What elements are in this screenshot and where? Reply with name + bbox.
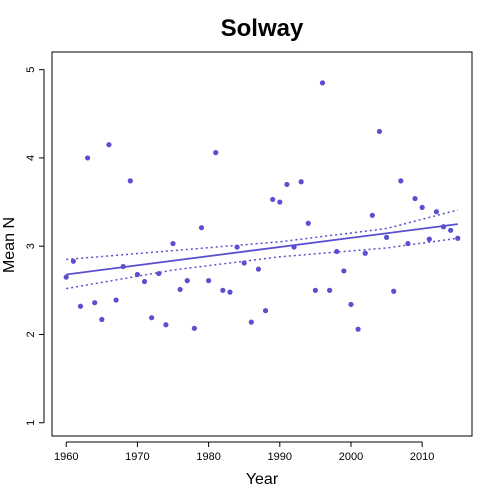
data-point bbox=[170, 240, 176, 247]
data-point bbox=[319, 80, 326, 86]
x-tick-label: 1970 bbox=[125, 451, 149, 463]
data-point bbox=[341, 268, 347, 274]
data-point bbox=[84, 155, 91, 161]
y-axis-label: Mean N bbox=[1, 217, 18, 273]
data-point bbox=[134, 271, 141, 278]
data-point bbox=[362, 250, 368, 256]
data-point bbox=[156, 270, 162, 277]
data-point bbox=[255, 266, 262, 272]
data-point bbox=[206, 278, 212, 284]
data-point bbox=[348, 301, 354, 308]
x-tick-label: 1960 bbox=[54, 451, 78, 463]
x-axis-label: Year bbox=[246, 471, 279, 488]
y-tick-label: 1 bbox=[25, 420, 37, 426]
trend-line-group bbox=[66, 223, 458, 276]
data-point bbox=[391, 288, 397, 294]
data-point bbox=[198, 225, 205, 231]
confidence-band bbox=[66, 209, 458, 290]
y-tick-label: 4 bbox=[25, 155, 37, 161]
data-point bbox=[412, 195, 418, 202]
data-point bbox=[312, 287, 318, 293]
data-point bbox=[141, 278, 148, 285]
data-point bbox=[355, 326, 361, 332]
y-axis: 1 2 3 4 5 bbox=[25, 67, 45, 426]
data-point bbox=[127, 178, 133, 184]
data-point bbox=[113, 297, 119, 303]
data-point bbox=[191, 325, 197, 331]
y-tick-label: 3 bbox=[25, 243, 37, 249]
plot-frame bbox=[51, 51, 473, 437]
data-point bbox=[305, 220, 311, 226]
data-point bbox=[92, 300, 98, 306]
data-point bbox=[426, 236, 432, 242]
data-point bbox=[177, 286, 183, 293]
data-point bbox=[163, 322, 169, 328]
x-axis: 1960 1970 1980 1990 2000 2010 bbox=[54, 441, 434, 463]
data-point bbox=[262, 308, 269, 314]
data-point bbox=[405, 240, 411, 247]
data-point bbox=[70, 258, 76, 264]
data-point bbox=[398, 178, 404, 184]
x-tick-label: 1980 bbox=[196, 451, 220, 463]
data-point bbox=[99, 316, 105, 323]
y-tick-label: 5 bbox=[25, 67, 37, 73]
data-point bbox=[63, 274, 69, 280]
data-point bbox=[440, 224, 447, 230]
data-point bbox=[248, 319, 254, 325]
data-point bbox=[448, 227, 454, 233]
data-point bbox=[227, 289, 233, 295]
data-point bbox=[213, 150, 219, 156]
data-point bbox=[327, 287, 333, 293]
trend-line bbox=[66, 223, 458, 276]
data-point bbox=[298, 179, 304, 185]
data-point bbox=[277, 199, 283, 205]
confidence-band-upper bbox=[66, 209, 458, 261]
data-point bbox=[334, 248, 340, 255]
x-tick-label: 1990 bbox=[268, 451, 292, 463]
x-tick-label: 2000 bbox=[339, 451, 363, 463]
data-point bbox=[383, 234, 390, 240]
data-point bbox=[270, 196, 276, 203]
y-tick-label: 2 bbox=[25, 331, 37, 337]
data-point bbox=[376, 128, 383, 135]
x-tick-label: 2010 bbox=[410, 451, 434, 463]
data-point bbox=[433, 209, 440, 215]
confidence-band-lower bbox=[66, 237, 458, 290]
data-points bbox=[63, 80, 461, 332]
data-point bbox=[284, 181, 290, 188]
data-point bbox=[455, 235, 461, 241]
chart-title: Solway bbox=[221, 15, 304, 42]
data-point bbox=[220, 287, 226, 293]
data-point bbox=[184, 278, 190, 284]
data-point bbox=[149, 315, 155, 321]
data-point bbox=[234, 244, 240, 250]
data-point bbox=[120, 263, 126, 270]
data-point bbox=[369, 212, 375, 218]
data-point bbox=[291, 244, 297, 250]
data-point bbox=[419, 204, 425, 210]
data-point bbox=[106, 142, 112, 148]
data-point bbox=[77, 303, 84, 309]
data-point bbox=[241, 260, 247, 266]
